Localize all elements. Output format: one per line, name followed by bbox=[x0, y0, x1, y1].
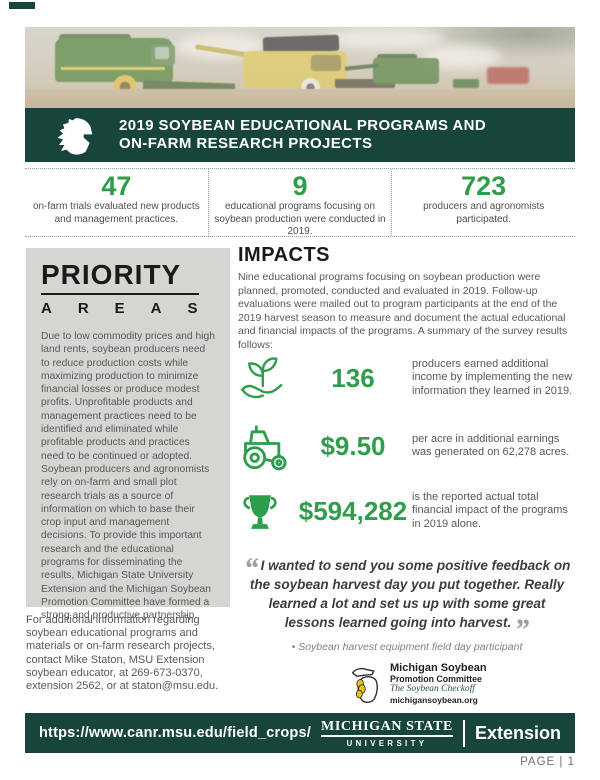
harvest-scene bbox=[25, 27, 575, 108]
priority-body-text: Due to low commodity prices and high lan… bbox=[41, 331, 215, 622]
combine-header bbox=[335, 79, 395, 88]
logo-name: Michigan Soybean bbox=[390, 661, 487, 674]
stat-label: producers and agronomists participated. bbox=[423, 201, 545, 225]
impact-value: 136 bbox=[331, 362, 375, 393]
stat-value: 47 bbox=[101, 171, 132, 201]
priority-title: PRIORITY bbox=[41, 259, 182, 290]
combine-stripe bbox=[61, 67, 165, 70]
combine-green-right bbox=[373, 58, 439, 84]
stat-label: on-farm trials evaluated new products an… bbox=[32, 201, 200, 225]
stat-value: 723 bbox=[461, 171, 507, 201]
msu-wordmark-line2: UNIVERSITY bbox=[346, 738, 428, 748]
impact-label: producers earned additional income by im… bbox=[412, 357, 573, 397]
footer-url-link[interactable]: https://www.canr.msu.edu/field_crops/ bbox=[39, 725, 311, 741]
impact-label: is the reported actual total financial i… bbox=[412, 490, 568, 530]
quote-body: I wanted to send you some positive feedb… bbox=[249, 558, 571, 630]
page-title-line2: ON-FARM RESEARCH PROJECTS bbox=[119, 135, 373, 152]
impact-value: $594,282 bbox=[298, 495, 408, 526]
impacts-title: IMPACTS bbox=[238, 244, 331, 266]
wordmark-divider bbox=[462, 719, 465, 747]
soybean-logo-text: Michigan Soybean Promotion Committee The… bbox=[390, 662, 487, 705]
quote-text: “I wanted to send you some positive feed… bbox=[232, 554, 582, 645]
priority-subtitle: AREAS bbox=[41, 300, 224, 317]
spartan-helmet-icon bbox=[57, 118, 93, 155]
title-rule bbox=[41, 293, 199, 295]
haze-overlay bbox=[25, 27, 575, 108]
impact-value: $9.50 bbox=[320, 430, 386, 461]
page-title-line1: 2019 SOYBEAN EDUCATIONAL PROGRAMS AND bbox=[119, 117, 487, 134]
dust-cloud bbox=[325, 29, 445, 49]
impacts-intro-text: Nine educational programs focusing on so… bbox=[238, 271, 568, 351]
sprout-hand-icon bbox=[238, 354, 294, 402]
page-title: 2019 SOYBEAN EDUCATIONAL PROGRAMS AND ON… bbox=[119, 117, 486, 153]
testimonial-quote: “I wanted to send you some positive feed… bbox=[232, 554, 582, 654]
grain-cart bbox=[453, 79, 479, 88]
close-quote-icon: ” bbox=[514, 613, 530, 646]
page-number: PAGE | 1 bbox=[520, 756, 575, 768]
impact-row-total-impact: $594,282 is the reported actual total fi… bbox=[238, 487, 578, 535]
print-mark bbox=[9, 2, 35, 9]
logo-website: michigansoybean.org bbox=[390, 694, 478, 705]
title-banner: 2019 SOYBEAN EDUCATIONAL PROGRAMS AND ON… bbox=[25, 108, 575, 162]
logo-subname: Promotion Committee bbox=[390, 673, 482, 684]
msu-extension-wordmark: MICHIGAN STATE UNIVERSITY Extension bbox=[321, 719, 561, 748]
stat-label: educational programs focusing on soybean… bbox=[214, 201, 386, 237]
impact-label: per acre in additional earnings was gene… bbox=[412, 432, 570, 459]
priority-areas-panel: PRIORITY AREAS Due to low commodity pric… bbox=[26, 248, 230, 621]
field-ground bbox=[25, 89, 575, 108]
combine-window bbox=[155, 47, 169, 59]
msu-wordmark-line1: MICHIGAN STATE bbox=[321, 719, 453, 737]
soybean-committee-logo: Michigan Soybean Promotion Committee The… bbox=[350, 660, 487, 706]
stats-strip: 47 on-farm trials evaluated new products… bbox=[25, 168, 575, 237]
red-implement bbox=[487, 67, 529, 84]
michigan-mitten-icon bbox=[351, 667, 378, 703]
quote-attribution: • Soybean harvest equipment field day pa… bbox=[291, 641, 523, 653]
logo-tagline: The Soybean Checkoff bbox=[390, 683, 475, 694]
impact-row-per-acre: $9.50 per acre in additional earnings wa… bbox=[238, 420, 578, 472]
combine-engine bbox=[311, 55, 341, 71]
stat-educational-programs: 9 educational programs focusing on soybe… bbox=[207, 169, 392, 237]
tractor-icon bbox=[238, 420, 294, 472]
stat-value: 9 bbox=[292, 171, 308, 201]
stat-on-farm-trials: 47 on-farm trials evaluated new products… bbox=[25, 169, 208, 236]
contact-text: For additional information regarding soy… bbox=[26, 614, 219, 693]
impact-row-income: 136 producers earned additional income b… bbox=[238, 354, 578, 402]
stat-participants: 723 producers and agronomists participat… bbox=[391, 169, 575, 236]
msu-logo: MICHIGAN STATE UNIVERSITY bbox=[321, 719, 453, 748]
header-photo bbox=[25, 27, 575, 108]
extension-label: Extension bbox=[474, 722, 561, 743]
footer-bar: https://www.canr.msu.edu/field_crops/ MI… bbox=[25, 713, 575, 753]
open-quote-icon: “ bbox=[243, 552, 259, 585]
trophy-icon bbox=[238, 487, 294, 535]
